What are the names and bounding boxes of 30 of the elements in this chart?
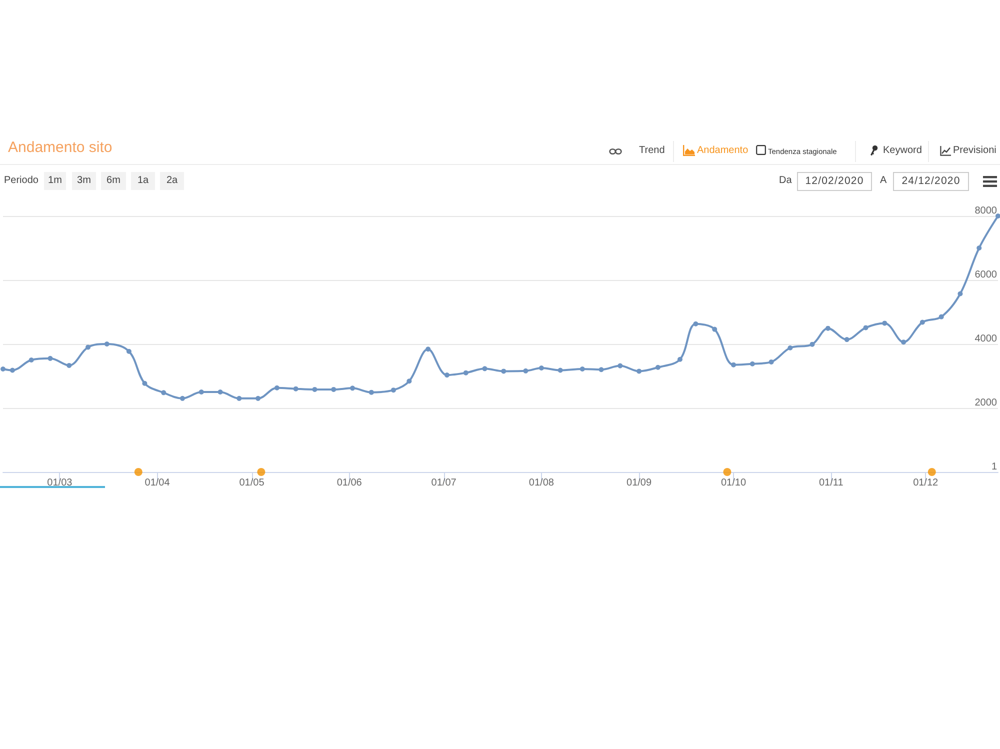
text: Keyword (883, 145, 922, 157)
button: 6m (101, 172, 126, 190)
x-tick-label: 01/03 (47, 478, 73, 488)
text: Trend (639, 145, 665, 157)
text: Da (779, 175, 792, 187)
text: Periodo (4, 175, 38, 187)
x-tick-label: 01/07 (431, 478, 457, 488)
button: 1a (131, 172, 155, 190)
x-tick-label: 01/12 (913, 478, 939, 488)
y-tick-label: 6000 (974, 270, 998, 281)
y-tick-label: 8000 (974, 206, 998, 216)
date-field: 12/02/2020 (797, 172, 872, 191)
chart-title: Andamento sito (8, 139, 112, 157)
date-field: 24/12/2020 (893, 172, 969, 191)
x-tick-label: 01/11 (818, 478, 844, 488)
x-tick-label: 01/04 (144, 478, 170, 488)
x-tick-label: 01/09 (626, 478, 652, 488)
x-tick-label: 01/06 (336, 478, 362, 488)
button: 2a (160, 172, 184, 190)
y-tick-label: 2000 (974, 398, 998, 409)
text: A (880, 175, 887, 187)
y-tick-label: 1 (991, 462, 998, 472)
button: 3m (72, 172, 96, 190)
text: Previsioni (953, 145, 996, 157)
x-tick-label: 01/10 (720, 478, 746, 488)
text: Andamento (697, 145, 748, 157)
button: 1m (44, 172, 66, 190)
y-tick-label: 4000 (974, 334, 998, 345)
x-tick-label: 01/08 (528, 478, 554, 488)
x-tick-label: 01/05 (239, 478, 265, 488)
